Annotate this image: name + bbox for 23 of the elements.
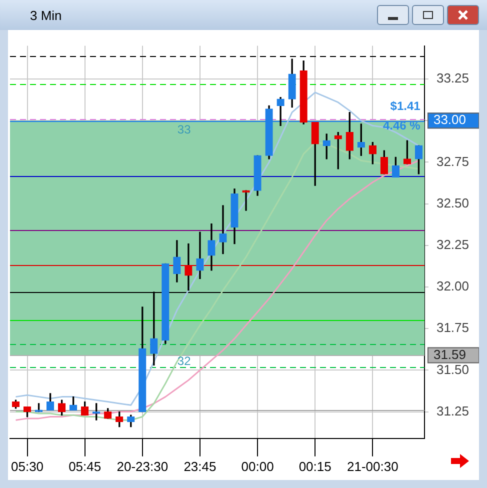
x-tick-label: 05:45 <box>68 458 102 474</box>
ref-line-label: 33.00 <box>433 112 466 128</box>
annotation: 4.46 % <box>382 118 421 133</box>
chart-title: 3 Min <box>30 8 63 22</box>
annotation: $1.41 <box>390 98 421 113</box>
y-tick-label: 32.50 <box>436 195 470 210</box>
y-tick-label: 31.75 <box>436 320 470 336</box>
x-tick-label: 20-23:30 <box>116 458 168 474</box>
ref-line-label: 31.59 <box>433 346 466 362</box>
y-tick-label: 32.75 <box>436 154 470 169</box>
y-tick-label: 33.25 <box>436 70 470 86</box>
x-tick-label: 23:45 <box>184 458 216 474</box>
y-tick-label: 32.00 <box>436 278 470 294</box>
x-tick-label: 00:15 <box>298 458 332 474</box>
candlestick <box>219 205 227 254</box>
y-tick-label: 31.25 <box>436 403 470 418</box>
y-tick-label: 32.25 <box>436 237 470 252</box>
y-tick-label: 31.50 <box>436 362 470 377</box>
annotation: 32 <box>177 354 192 368</box>
x-tick-label: 21-00:30 <box>346 458 398 474</box>
x-tick-label: 05:30 <box>10 458 44 474</box>
x-tick-label: 00:00 <box>241 458 274 474</box>
annotation: 33 <box>177 122 192 137</box>
